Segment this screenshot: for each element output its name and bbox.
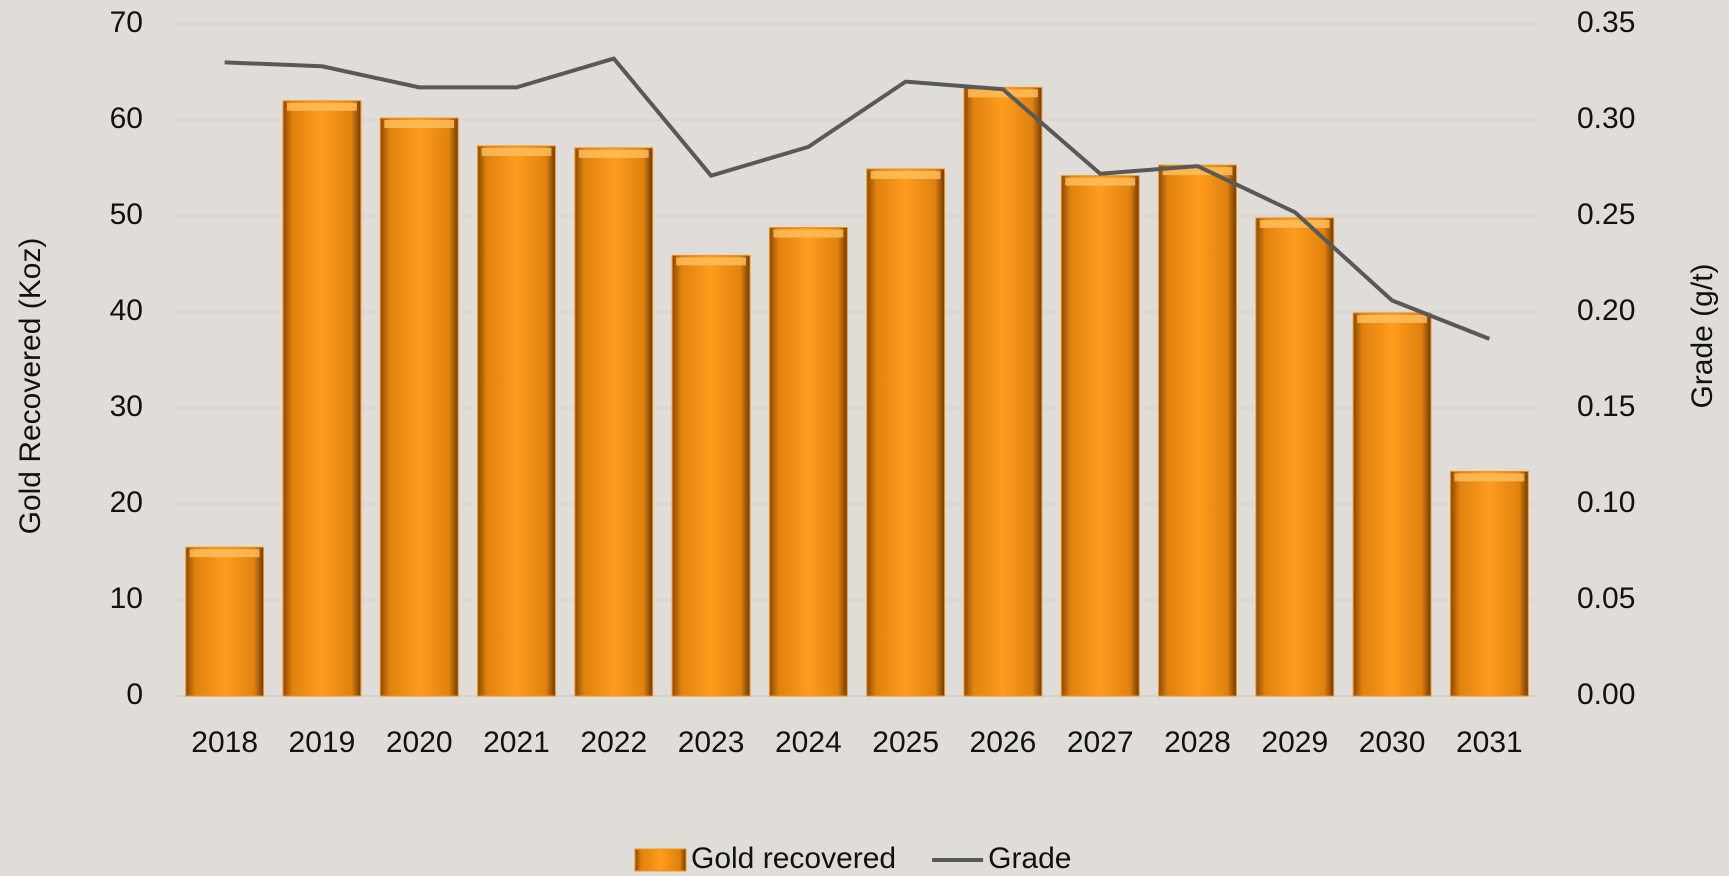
bar-bevel <box>578 149 649 158</box>
y2-tick-label: 0.10 <box>1577 486 1635 519</box>
y-axis-title: Gold Recovered (Koz) <box>14 238 47 535</box>
y-tick-label: 0 <box>126 678 143 711</box>
bar <box>1158 164 1237 697</box>
y-tick-label: 20 <box>110 486 143 519</box>
y-tick-label: 40 <box>110 294 143 327</box>
legend-label: Gold recovered <box>691 842 896 875</box>
bar-bevel <box>384 120 455 129</box>
line <box>224 56 1491 341</box>
bar-bevel <box>676 257 746 266</box>
bar <box>1352 312 1432 697</box>
y-tick-label: 10 <box>110 582 143 615</box>
bar-bevel <box>1259 219 1330 228</box>
bar-bevel <box>1065 177 1136 186</box>
bar-bevel <box>287 102 357 111</box>
bar <box>477 145 556 697</box>
bar-bevel <box>481 147 552 156</box>
y-tick-label: 60 <box>110 102 143 135</box>
y2-tick-label: 0.25 <box>1577 198 1635 231</box>
bar <box>379 117 459 697</box>
y-tick-label: 50 <box>110 198 143 231</box>
bar-bevel <box>1162 167 1233 176</box>
x-tick-label: 2018 <box>191 726 258 759</box>
bar <box>963 86 1043 697</box>
x-tick-label: 2027 <box>1067 726 1134 759</box>
bar-bevel <box>1454 473 1525 482</box>
y2-tick-label: 0.35 <box>1577 6 1635 39</box>
y2-tick-label: 0.20 <box>1577 294 1635 327</box>
bar <box>185 546 265 697</box>
x-tick-label: 2026 <box>970 726 1037 759</box>
y2-tick-label: 0.30 <box>1577 102 1635 135</box>
bar-bevel <box>773 229 844 238</box>
x-tick-label: 2023 <box>678 726 745 759</box>
y-tick-label: 70 <box>110 6 143 39</box>
y2-tick-label: 0.05 <box>1577 582 1635 615</box>
x-tick-label: 2028 <box>1164 726 1231 759</box>
x-tick-label: 2024 <box>775 726 842 759</box>
bar <box>1449 470 1529 697</box>
bar <box>866 168 946 697</box>
legend-label: Grade <box>988 842 1071 875</box>
y-tick-label: 30 <box>110 390 143 423</box>
x-tick-label: 2022 <box>580 726 647 759</box>
legend-swatch <box>634 848 687 872</box>
bar-bevel <box>1357 314 1427 323</box>
bar-bevel <box>870 170 941 179</box>
x-tick-label: 2021 <box>483 726 550 759</box>
bar <box>574 147 654 697</box>
bar <box>1255 217 1335 697</box>
x-tick-label: 2031 <box>1456 726 1523 759</box>
y2-tick-label: 0.15 <box>1577 390 1635 423</box>
x-tick-label: 2029 <box>1261 726 1328 759</box>
bar <box>282 100 362 697</box>
bar <box>671 254 751 697</box>
bar-bevel <box>189 549 260 558</box>
x-tick-label: 2030 <box>1359 726 1426 759</box>
bar <box>1060 175 1140 697</box>
x-tick-label: 2019 <box>289 726 356 759</box>
x-tick-label: 2020 <box>386 726 453 759</box>
bar-bevel <box>968 89 1038 98</box>
y2-axis-title: Grade (g/t) <box>1686 263 1719 408</box>
x-tick-label: 2025 <box>872 726 939 759</box>
y2-tick-label: 0.00 <box>1577 678 1635 711</box>
bar <box>768 227 848 697</box>
